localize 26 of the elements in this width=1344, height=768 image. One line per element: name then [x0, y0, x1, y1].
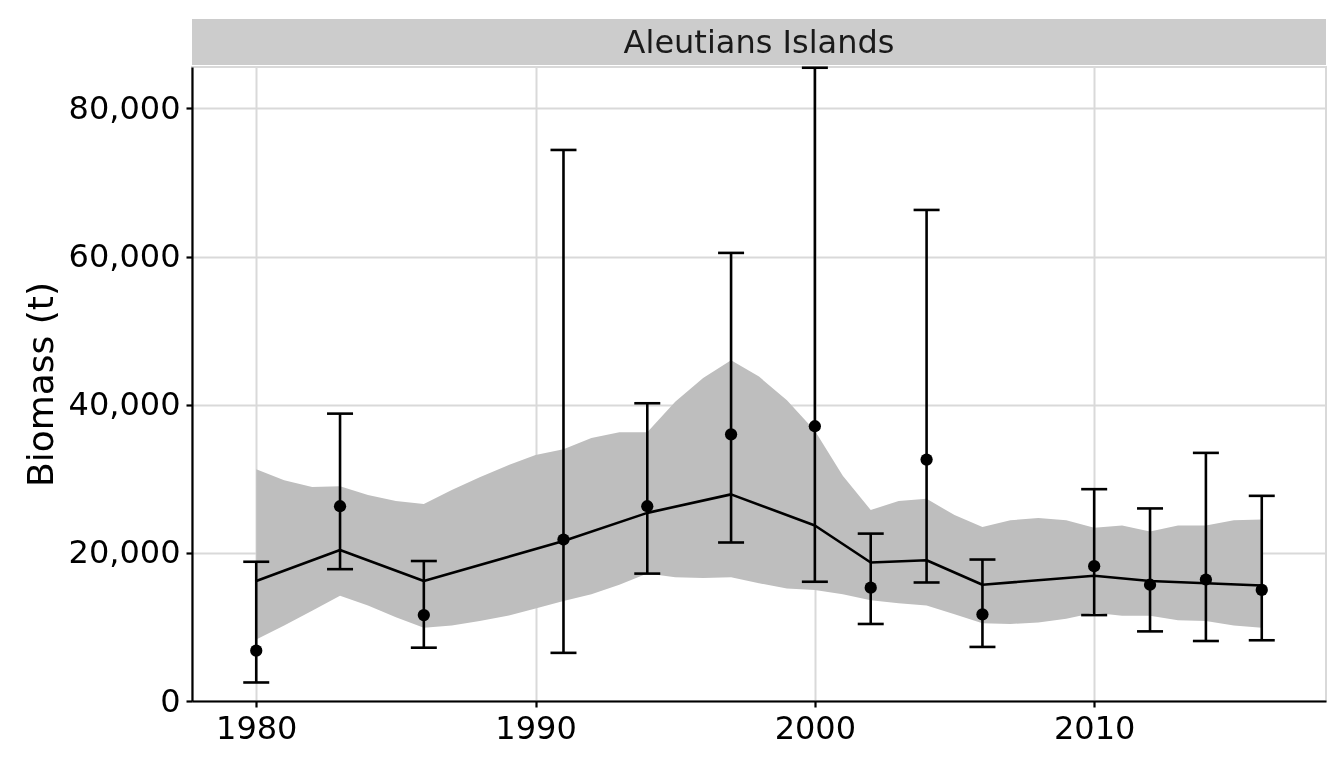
point [724, 428, 738, 441]
point [864, 581, 877, 594]
point [1255, 583, 1268, 597]
point [976, 608, 989, 621]
point [557, 533, 570, 546]
strip-header: Aleutians Islands [192, 19, 1326, 65]
chart-title: Aleutians Islands [623, 23, 895, 61]
point [1088, 560, 1101, 573]
y-axis-title: Biomass (t) [19, 281, 61, 488]
point [641, 500, 654, 513]
y-tick-label: 0 [160, 681, 181, 720]
y-tick-label: 80,000 [68, 88, 181, 127]
x-tick-label: 2000 [774, 708, 857, 747]
y-tick-label: 40,000 [68, 385, 181, 424]
point [1199, 573, 1213, 586]
x-tick-label: 1990 [495, 708, 577, 747]
point [1143, 578, 1157, 591]
point [417, 608, 430, 622]
x-tick-label: 2010 [1053, 708, 1136, 747]
x-tick-label: 1980 [216, 708, 298, 747]
point [250, 644, 263, 657]
point [808, 420, 821, 433]
point [333, 500, 347, 513]
y-tick-label: 60,000 [68, 237, 181, 276]
y-tick-label: 20,000 [68, 533, 181, 572]
point [920, 453, 933, 466]
